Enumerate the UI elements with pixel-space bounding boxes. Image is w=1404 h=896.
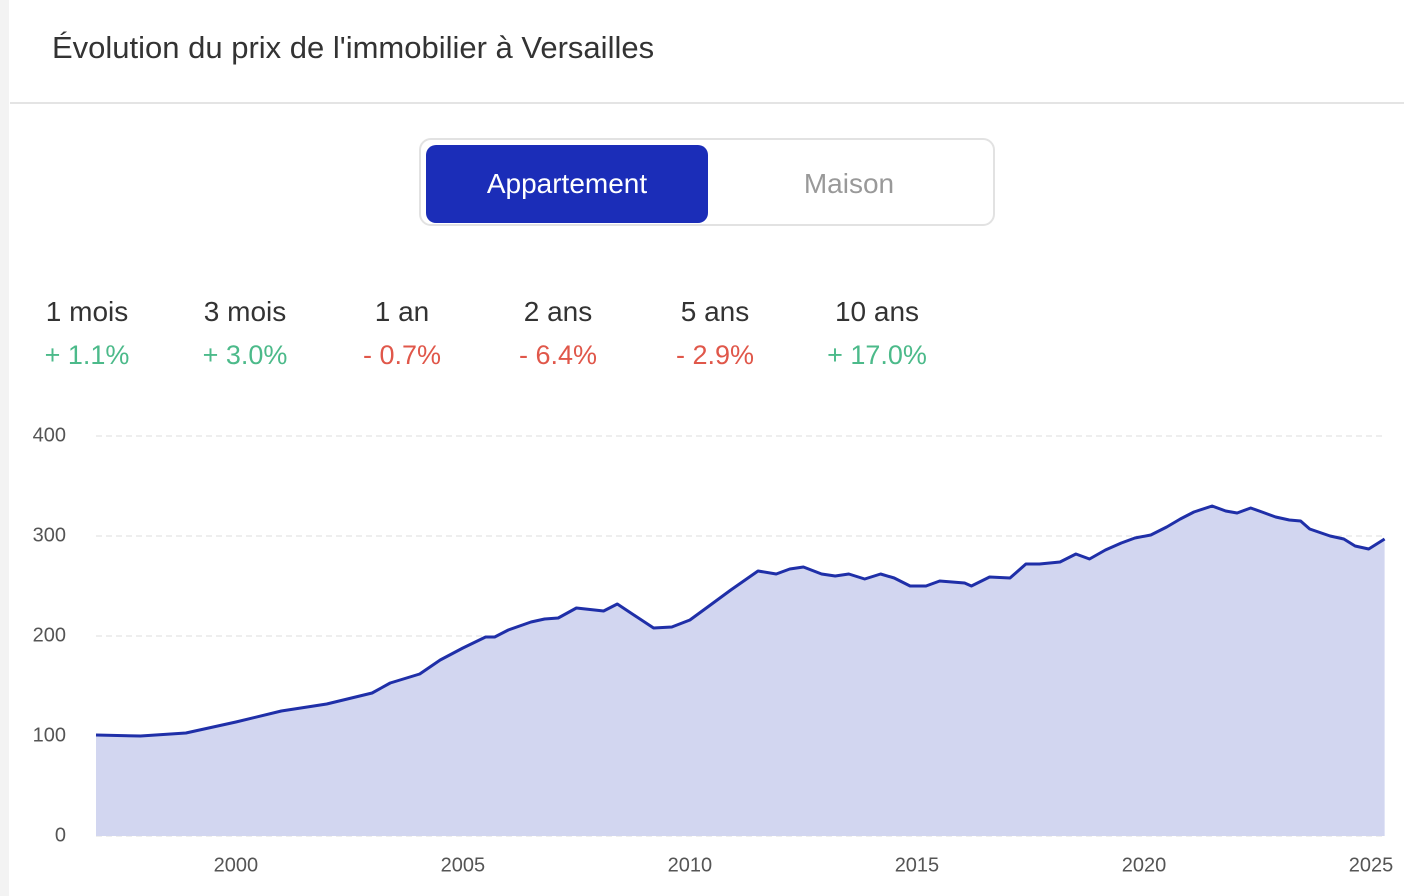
y-tick-label: 0: [55, 824, 66, 846]
y-tick-label: 200: [33, 624, 66, 646]
side-strip: [0, 0, 9, 896]
toggle-option[interactable]: Maison: [803, 168, 895, 199]
stat-value: + 1.1%: [44, 340, 130, 370]
stat-value: - 0.7%: [362, 340, 442, 370]
stat-value: - 2.9%: [675, 340, 755, 370]
stat-label: 1 mois: [45, 296, 129, 327]
stat-item: 5 ans - 2.9%: [635, 296, 795, 371]
y-tick-label: 100: [33, 724, 66, 746]
stat-label: 3 mois: [203, 296, 287, 327]
stat-label: 5 ans: [680, 296, 750, 327]
x-tick-label: 2000: [214, 854, 259, 876]
toggle-option[interactable]: Appartement: [426, 145, 708, 223]
x-tick-label: 2020: [1122, 854, 1167, 876]
stat-label: 2 ans: [523, 296, 593, 327]
price-line: [95, 504, 1386, 738]
x-tick-label: 2005: [441, 854, 486, 876]
stat-item: 1 mois + 1.1%: [7, 296, 167, 371]
x-tick-label: 2010: [668, 854, 713, 876]
stat-label: 1 an: [374, 296, 430, 327]
y-tick-label: 300: [33, 524, 66, 546]
stat-item: 3 mois + 3.0%: [165, 296, 325, 371]
stat-value: - 6.4%: [518, 340, 598, 370]
stat-value: + 3.0%: [202, 340, 288, 370]
stat-item: 10 ans + 17.0%: [797, 296, 957, 371]
page-title: Évolution du prix de l'immobilier à Vers…: [52, 30, 655, 65]
separator: [10, 102, 1404, 104]
stat-label: 10 ans: [834, 296, 920, 327]
stat-value: + 17.0%: [827, 340, 927, 370]
type-toggle: Appartement Maison: [419, 138, 995, 226]
x-tick-label: 2025: [1349, 854, 1394, 876]
y-tick-label: 400: [33, 424, 66, 446]
area-fill: [96, 506, 1385, 836]
stat-item: 1 an - 0.7%: [322, 296, 482, 371]
stat-item: 2 ans - 6.4%: [478, 296, 638, 371]
x-tick-label: 2015: [895, 854, 940, 876]
